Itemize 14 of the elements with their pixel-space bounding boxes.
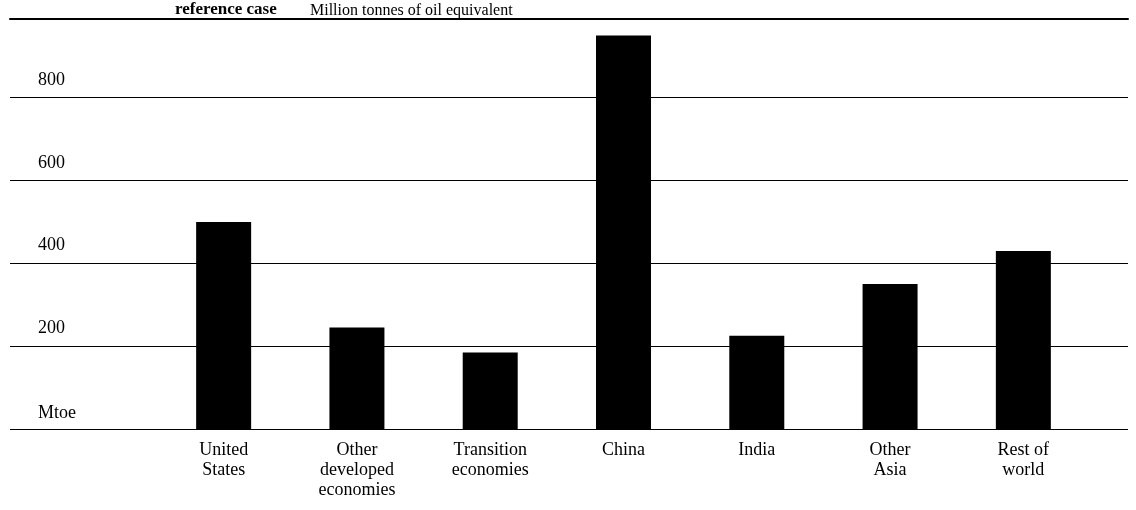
x-tick-label: India bbox=[738, 439, 776, 459]
x-tick-label: Other developed economies bbox=[318, 439, 396, 499]
y-tick-label: 200 bbox=[38, 317, 65, 338]
x-tick-label: Other Asia bbox=[869, 439, 911, 479]
y-axis-title: Mtoe bbox=[38, 402, 77, 422]
chart-title: reference case bbox=[175, 0, 278, 18]
x-tick-label: Transition economies bbox=[451, 439, 529, 479]
y-tick-label: 800 bbox=[38, 68, 65, 89]
x-tick-label: Rest of world bbox=[997, 439, 1050, 479]
x-tick-label: China bbox=[602, 439, 646, 459]
x-tick-label: United States bbox=[199, 439, 249, 479]
y-tick-label: 400 bbox=[38, 234, 65, 255]
y-tick-label: 600 bbox=[38, 151, 65, 172]
chart-subtitle: Million tonnes of oil equivalent bbox=[310, 0, 514, 19]
